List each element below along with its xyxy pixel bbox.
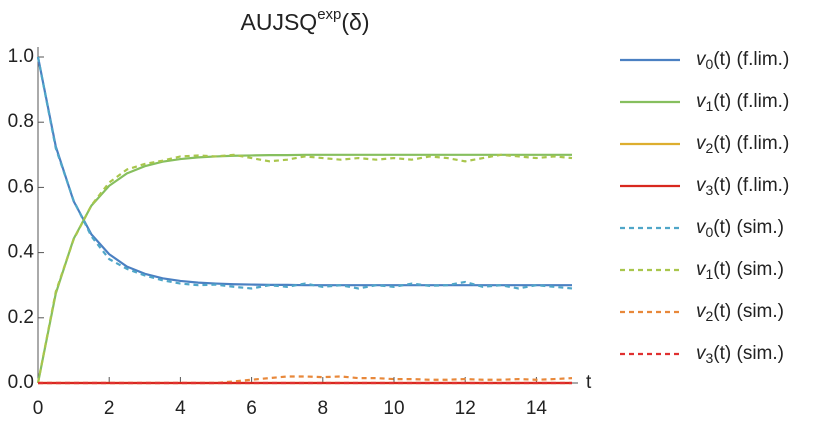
y-tick-label: 0.2 <box>8 307 34 328</box>
x-tick-label: 6 <box>246 398 257 419</box>
legend-label: v1(t) (f.lim.) <box>696 91 789 114</box>
legend-label: v0(t) (sim.) <box>696 217 784 240</box>
series-line <box>36 153 572 384</box>
legend-label-part: (t) (sim.) <box>713 217 784 238</box>
x-tick-label: 8 <box>318 398 329 419</box>
x-tick-label: 2 <box>104 398 115 419</box>
legend-label-part: 0 <box>706 56 714 72</box>
legend-label-part: (t) (f.lim.) <box>713 133 789 154</box>
y-tick-label: 1.0 <box>8 46 34 67</box>
y-tick-label: 0.0 <box>8 372 34 393</box>
legend-label-part: v <box>696 133 707 154</box>
series-line <box>36 56 573 290</box>
legend-label-part: v <box>696 259 707 280</box>
legend-label: v1(t) (sim.) <box>696 259 784 282</box>
legend-label-part: 2 <box>706 308 714 324</box>
legend-label: v3(t) (f.lim.) <box>696 175 789 198</box>
legend-label-part: 3 <box>706 182 714 198</box>
legend-label: v2(t) (f.lim.) <box>696 133 789 156</box>
legend-label-part: v <box>696 91 707 112</box>
series-line <box>36 56 572 287</box>
legend-label-part: v <box>696 217 707 238</box>
y-tick-label: 0.4 <box>8 242 35 263</box>
legend-label-part: (t) (sim.) <box>713 259 784 280</box>
legend-label-part: (t) (f.lim.) <box>713 91 789 112</box>
legend-label-part: (t) (f.lim.) <box>713 49 789 70</box>
legend-label-part: v <box>696 343 707 364</box>
series-line <box>38 375 573 385</box>
legend-label-part: 1 <box>706 266 714 282</box>
x-tick-label: 14 <box>526 398 548 419</box>
legend-label-part: (t) (sim.) <box>713 343 784 364</box>
chart-title: AUJSQexp(δ) <box>241 6 370 35</box>
legend-label: v0(t) (f.lim.) <box>696 49 789 72</box>
x-axis-label: t <box>586 372 592 393</box>
title-main: AUJSQ <box>241 9 318 35</box>
legend-label-part: v <box>696 301 707 322</box>
legend-label: v2(t) (sim.) <box>696 301 784 324</box>
x-tick-label: 10 <box>383 398 404 419</box>
title-rest: (δ) <box>341 9 369 35</box>
y-tick-label: 0.8 <box>8 111 34 132</box>
legend-label-part: (t) (f.lim.) <box>713 175 789 196</box>
legend-label-part: (t) (sim.) <box>713 301 784 322</box>
legend-label-part: 2 <box>706 140 714 156</box>
title-sup: exp <box>317 6 341 23</box>
legend-label-part: 1 <box>706 98 714 114</box>
legend-label-part: v <box>696 49 707 70</box>
x-tick-label: 0 <box>33 398 44 419</box>
legend-label-part: 0 <box>706 224 714 240</box>
legend-label-part: 3 <box>706 350 714 366</box>
x-tick-label: 4 <box>175 398 186 419</box>
legend-label: v3(t) (sim.) <box>696 343 784 366</box>
legend-label-part: v <box>696 175 707 196</box>
x-tick-label: 12 <box>455 398 476 419</box>
series-line <box>36 153 573 384</box>
y-tick-label: 0.6 <box>8 176 34 197</box>
